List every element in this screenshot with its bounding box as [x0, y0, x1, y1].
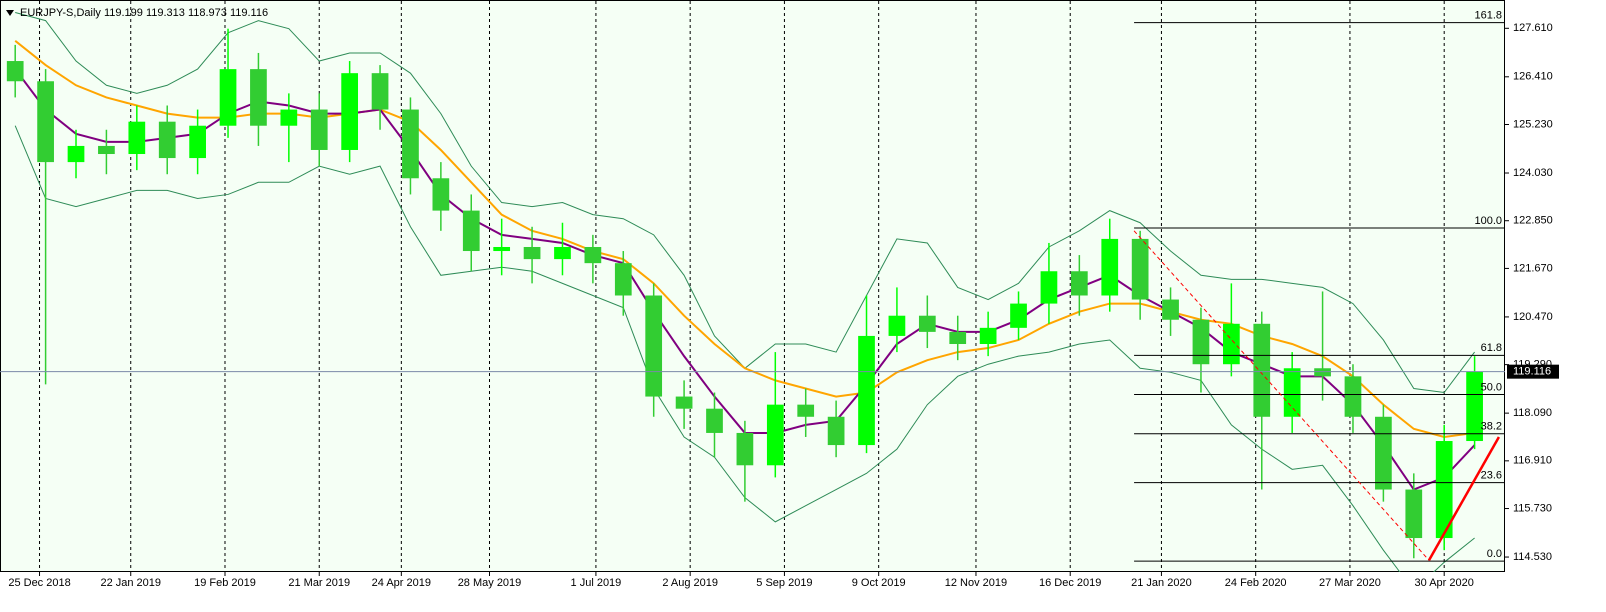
candle-body [675, 396, 693, 409]
fib-label: 0.0 [1487, 548, 1502, 560]
last-price-box [1507, 364, 1559, 379]
candle-body [158, 121, 176, 159]
fib-label: 38.2 [1481, 421, 1502, 433]
x-tick-label: 19 Feb 2019 [194, 577, 256, 589]
fib-label: 61.8 [1481, 342, 1502, 354]
candle-body [1344, 376, 1362, 417]
x-tick-label: 27 Mar 2020 [1319, 577, 1381, 589]
candle-body [888, 315, 906, 336]
candle-body [1466, 371, 1483, 442]
x-tick-label: 2 Aug 2019 [662, 577, 718, 589]
chart-title: EURJPY-S,Daily 119.199 119.313 118.973 1… [20, 7, 268, 19]
fib-label: 50.0 [1481, 381, 1502, 393]
candle-body [797, 404, 815, 417]
x-tick-label: 1 Jul 2019 [571, 577, 622, 589]
x-tick-label: 5 Sep 2019 [756, 577, 812, 589]
candle-body [1192, 319, 1210, 365]
dashed-trend-line [1133, 230, 1430, 561]
candle-body [706, 408, 723, 433]
y-tick-label: 124.030 [1513, 167, 1553, 179]
candle-body [371, 73, 389, 110]
candle-body [432, 178, 450, 211]
candle-body [523, 246, 541, 260]
candle-body [37, 81, 54, 163]
y-tick-label: 120.470 [1513, 311, 1553, 323]
candle-body [614, 263, 632, 296]
y-tick-label: 126.410 [1513, 71, 1553, 83]
candle-body [1223, 323, 1240, 365]
y-tick-label: 118.090 [1513, 407, 1552, 419]
candle-body [1283, 368, 1301, 417]
candle-body [250, 69, 267, 126]
x-tick-label: 9 Oct 2019 [852, 577, 906, 589]
plot: 161.8 100.0 61.8 50.0 38.2 23.6 0.0 [0, 10, 1505, 572]
candle-body [1314, 368, 1331, 377]
candle-body [645, 295, 663, 397]
y-tick-label: 127.610 [1513, 22, 1553, 34]
x-tick-label: 25 Dec 2018 [8, 577, 70, 589]
candle-body [1010, 303, 1027, 328]
fib-label: 100.0 [1474, 215, 1502, 227]
y-tick-label: 116.910 [1513, 455, 1552, 467]
x-tick-label: 28 May 2019 [458, 577, 522, 589]
candle-body [128, 121, 146, 155]
candle-body [189, 125, 206, 159]
candle-body [1162, 299, 1179, 320]
y-tick-label: 115.730 [1513, 502, 1552, 514]
candle-body [341, 73, 359, 150]
candle-body [858, 335, 875, 446]
candle-body [67, 145, 85, 163]
candle-body [6, 61, 24, 82]
candle-body [766, 404, 784, 466]
candle-body [1070, 271, 1088, 296]
candle-body [736, 432, 754, 466]
candle-body [219, 69, 237, 126]
x-tick-label: 24 Apr 2019 [372, 577, 431, 589]
candle-body [1101, 238, 1119, 296]
candle-body [554, 246, 571, 260]
candle-body [1131, 238, 1149, 300]
fib-label: 23.6 [1481, 470, 1502, 482]
candle-body [1040, 271, 1058, 304]
candle-body [1435, 441, 1453, 539]
x-tick-label: 22 Jan 2019 [100, 577, 161, 589]
y-tick-label: 122.850 [1513, 215, 1553, 227]
symbol-icon [6, 10, 14, 16]
candle-body [827, 416, 845, 446]
candle-body [462, 210, 480, 252]
last-price-label: 119.116 [1513, 366, 1551, 378]
candle-body [98, 145, 115, 155]
candle-body [310, 109, 328, 150]
y-tick-label: 125.230 [1513, 118, 1553, 130]
y-tick-label: 114.530 [1513, 551, 1552, 563]
trend-line [1427, 436, 1501, 561]
x-tick-label: 12 Nov 2019 [945, 577, 1007, 589]
x-tick-label: 24 Feb 2020 [1225, 577, 1287, 589]
x-tick-label: 30 Apr 2020 [1415, 577, 1474, 589]
x-tick-label: 21 Mar 2019 [288, 577, 350, 589]
candle-body [918, 315, 936, 332]
candle-body [1405, 489, 1423, 539]
candle-body [1253, 323, 1271, 417]
candle-body [979, 327, 997, 345]
y-tick-label: 121.670 [1513, 262, 1553, 274]
x-tick-label: 16 Dec 2019 [1039, 577, 1101, 589]
candle-body [949, 331, 967, 345]
candle-body [1375, 416, 1392, 490]
fib-label: 161.8 [1474, 10, 1502, 22]
x-tick-label: 21 Jan 2020 [1131, 577, 1192, 589]
candle-body [280, 109, 298, 126]
axes: 25 Dec 2018 22 Jan 2019 19 Feb 2019 21 Mar … [8, 22, 1559, 589]
candle-body [584, 246, 602, 264]
candle-body [493, 246, 511, 252]
candle-body [402, 109, 419, 179]
